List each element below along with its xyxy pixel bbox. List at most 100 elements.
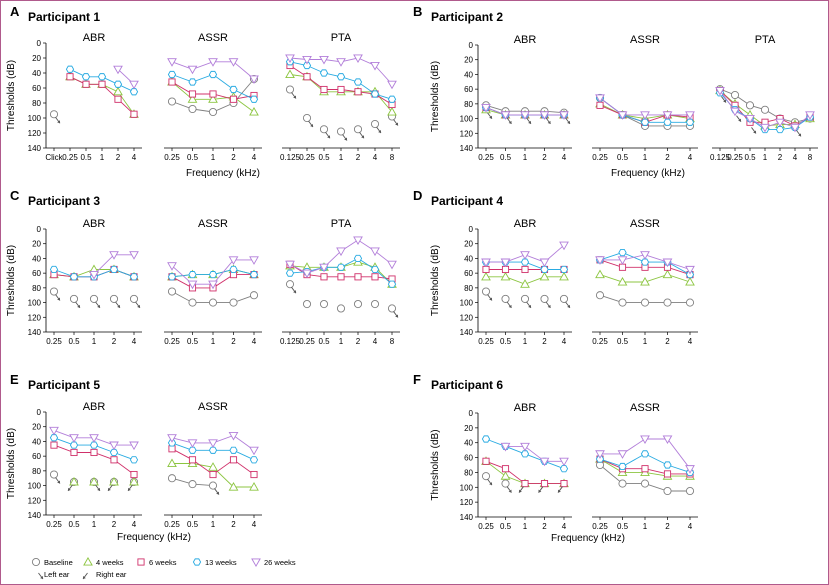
- subplot-title: ABR: [83, 218, 106, 230]
- legend-label: Right ear: [96, 570, 127, 579]
- data-point: [617, 450, 628, 459]
- x-tick-label: 0.5: [617, 337, 629, 346]
- data-point: [187, 439, 198, 448]
- y-tick-label: 0: [37, 39, 42, 48]
- x-tick-label: 0.25: [164, 520, 180, 529]
- subplot-abr: ABR Click 0.25 0.5 1 2 4: [45, 32, 142, 162]
- subplot-title: ABR: [514, 218, 537, 230]
- data-point: [285, 54, 295, 64]
- series-line: [289, 65, 393, 105]
- data-point: [500, 111, 511, 120]
- y-tick-label: 140: [28, 144, 42, 153]
- y-axis: 0 20 40 60 80 100 120 140 Thresholds (dB): [430, 409, 479, 522]
- data-point: [168, 78, 176, 86]
- y-tick-label: 80: [464, 468, 473, 477]
- data-point: [760, 105, 770, 114]
- data-point: [370, 299, 380, 309]
- data-point: [129, 294, 139, 303]
- x-tick-label: 4: [373, 337, 378, 346]
- data-point: [208, 298, 218, 307]
- series-13-weeks: [167, 70, 259, 103]
- series-baseline: [167, 474, 218, 490]
- data-point: [49, 470, 59, 479]
- legend-label: 6 weeks: [149, 558, 177, 567]
- x-axis: 0.25 0.5 1 2 4: [592, 516, 698, 531]
- y-axis-label: Thresholds (dB): [430, 429, 441, 500]
- no-response-arrow: [75, 301, 81, 309]
- series-6-weeks: [66, 73, 138, 118]
- panel-title: Participant 6: [431, 378, 503, 392]
- data-point: [209, 90, 217, 98]
- data-point: [481, 258, 491, 268]
- no-response-arrow: [526, 301, 532, 309]
- data-point: [208, 70, 218, 79]
- series-baseline: [595, 291, 695, 307]
- x-tick-label: 4: [132, 520, 137, 529]
- x-tick-label: 0.25: [592, 153, 608, 162]
- data-point: [249, 75, 259, 85]
- y-axis-label: Thresholds (dB): [6, 428, 17, 499]
- data-point: [641, 465, 649, 473]
- legend-marker: [137, 558, 145, 566]
- data-point: [595, 269, 605, 279]
- x-axis: 0.25 0.5 1 2 4: [46, 331, 142, 346]
- series-4-weeks: [285, 257, 397, 288]
- data-point: [129, 273, 139, 281]
- data-point: [167, 439, 177, 447]
- x-tick-label: 1: [763, 153, 768, 162]
- panel-c: C Participant 3 0 20 40 60 80 100 120 140 Threshol…: [6, 188, 400, 346]
- subplot-assr: ASSR 0.25 0.5 1 2 4: [164, 218, 262, 346]
- data-point: [319, 55, 329, 65]
- x-tick-label: 2: [665, 522, 670, 531]
- y-tick-label: 0: [469, 41, 474, 50]
- data-point: [168, 445, 176, 453]
- x-axis: 0.25 0.5 1 2 4: [164, 514, 262, 529]
- subplot-title: ASSR: [198, 401, 228, 413]
- data-point: [618, 462, 627, 471]
- data-point: [520, 279, 530, 288]
- legend-label: Baseline: [44, 558, 73, 567]
- data-point: [354, 88, 362, 96]
- y-axis: 0 20 40 60 80 100 120 140 Thresholds (dB): [6, 39, 47, 153]
- data-point: [187, 65, 198, 75]
- data-point: [663, 461, 672, 469]
- subplot-abr: ABR 0.25 0.5 1 2 4: [478, 34, 572, 162]
- x-tick-label: 2: [112, 520, 117, 529]
- data-point: [662, 435, 673, 445]
- subplot-title: PTA: [331, 32, 352, 44]
- data-point: [285, 280, 295, 289]
- data-point: [82, 80, 90, 88]
- data-point: [250, 470, 258, 479]
- data-point: [617, 276, 628, 286]
- data-point: [209, 470, 217, 479]
- data-point: [229, 298, 238, 307]
- data-point: [49, 434, 59, 442]
- y-tick-label: 40: [464, 439, 473, 448]
- data-point: [208, 271, 218, 279]
- x-tick-label: 8: [390, 153, 395, 162]
- y-tick-label: 20: [32, 423, 41, 432]
- data-point: [640, 118, 650, 126]
- data-point: [89, 434, 99, 443]
- data-point: [188, 298, 197, 307]
- x-tick-label: 2: [356, 337, 361, 346]
- x-tick-label: 0.25: [164, 337, 180, 346]
- data-point: [482, 457, 490, 465]
- x-axis: 0.25 0.5 1 2 4: [478, 331, 572, 346]
- series-26-weeks: [595, 251, 695, 275]
- y-tick-label: 0: [37, 225, 42, 234]
- series-6-weeks: [168, 445, 258, 479]
- x-tick-label: 0.25: [299, 337, 315, 346]
- data-point: [617, 256, 628, 265]
- data-point: [302, 55, 312, 65]
- no-response-arrow: [55, 294, 61, 301]
- x-axis: 0.25 0.5 1 2 4: [164, 147, 262, 162]
- data-point: [521, 480, 529, 488]
- y-tick-label: 100: [28, 482, 42, 491]
- data-point: [188, 446, 197, 454]
- data-point: [50, 441, 58, 449]
- y-tick-label: 120: [460, 129, 474, 138]
- x-tick-label: 1: [643, 337, 648, 346]
